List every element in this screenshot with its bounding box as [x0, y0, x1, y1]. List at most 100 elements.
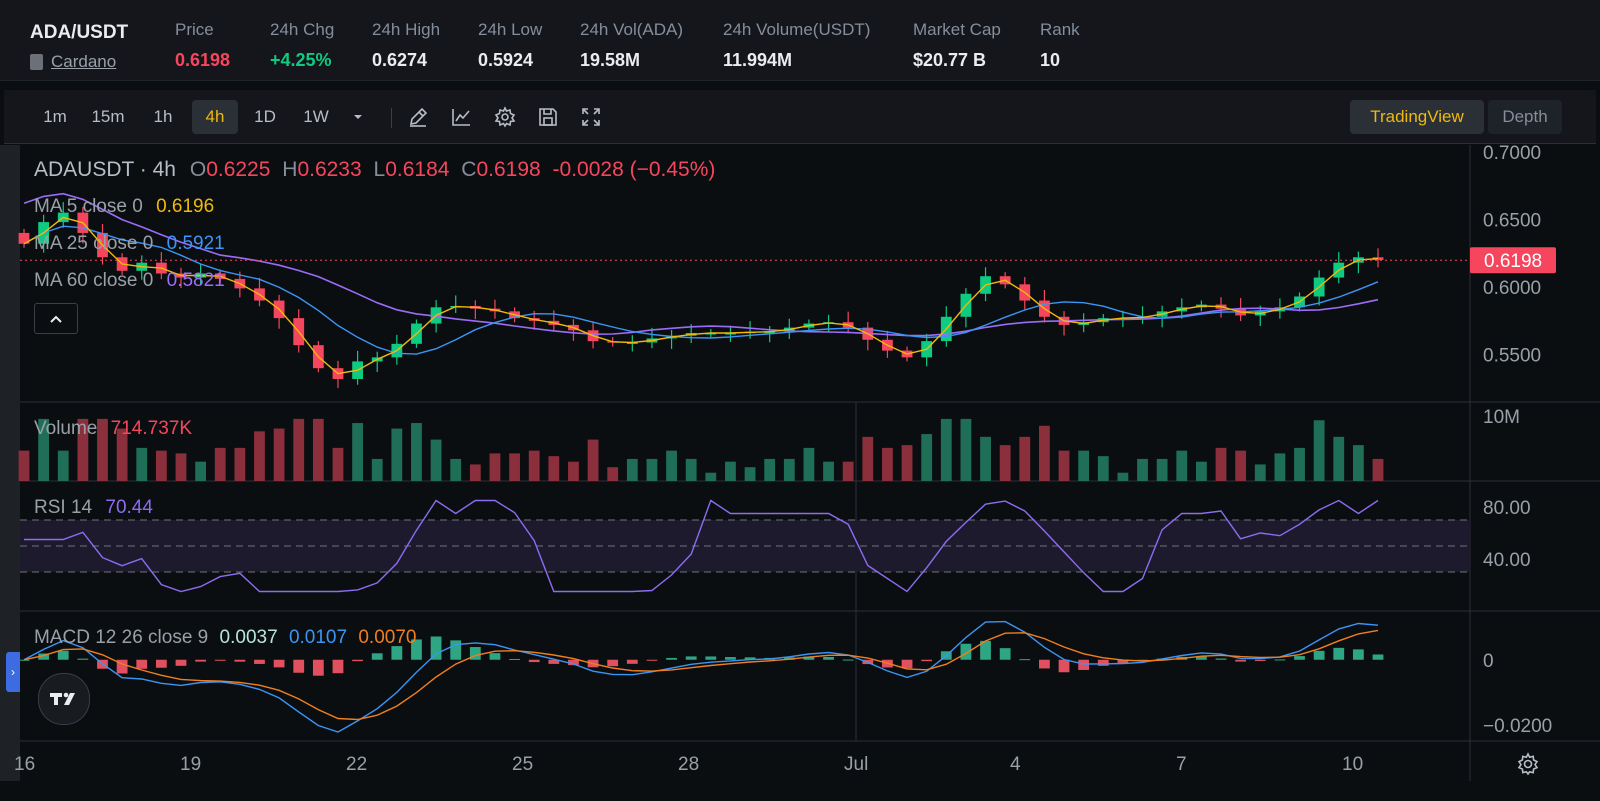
macd-histogram-bar — [430, 636, 442, 660]
volume-bar — [116, 428, 128, 481]
line-chart-icon[interactable] — [447, 103, 475, 131]
document-icon — [30, 54, 43, 70]
settings-gear-icon[interactable] — [491, 103, 519, 131]
ma5-legend: MA 5 close 0 0.6196 — [34, 196, 214, 218]
stat-24h-volume-usdt-: 24h Volume(USDT) 11.994M — [723, 20, 870, 71]
candle-body — [626, 342, 638, 344]
volume-bar — [1372, 458, 1384, 481]
depth-button[interactable]: Depth — [1488, 100, 1562, 134]
stat-price: Price 0.6198 — [175, 20, 230, 71]
price-candles — [18, 202, 1384, 388]
macd-histogram-bar — [548, 659, 560, 664]
interval-15m[interactable]: 15m — [91, 107, 125, 126]
volume-bar — [430, 439, 442, 481]
macd-tick-label: −0.0200 — [1483, 716, 1552, 737]
volume-bar — [195, 461, 207, 481]
tradingview-button[interactable]: TradingView — [1350, 100, 1484, 134]
macd-histogram-bar — [1294, 656, 1305, 660]
candle-body — [764, 331, 776, 334]
left-sidebar — [0, 145, 20, 781]
current-price-badge — [1470, 247, 1556, 274]
volume-bar — [391, 428, 403, 481]
stat-label: 24h Low — [478, 20, 543, 39]
chevron-up-icon — [50, 315, 62, 323]
stat-value: 10 — [1040, 50, 1061, 70]
macd-histogram-bar — [646, 659, 658, 661]
interval-1w[interactable]: 1W — [303, 107, 329, 126]
macd-histogram-bar — [175, 659, 187, 666]
macd-histogram-bar — [450, 640, 462, 660]
stat-rank: Rank 10 — [1040, 20, 1080, 71]
price-tick-label: 0.7000 — [1483, 143, 1541, 164]
interval-4h[interactable]: 4h — [192, 100, 238, 134]
tradingview-logo[interactable] — [38, 673, 90, 725]
volume-bar — [489, 453, 501, 481]
volume-value: 714.737K — [110, 418, 193, 439]
volume-bar — [312, 418, 324, 481]
rsi-value: 70.44 — [105, 497, 153, 518]
fullscreen-icon[interactable] — [577, 103, 605, 131]
ma60-label: MA 60 close 0 — [34, 270, 154, 291]
macd-histogram-bar — [607, 659, 619, 667]
volume-bar — [1019, 436, 1031, 481]
macd-histogram-bar — [528, 659, 540, 663]
volume-bar — [352, 423, 363, 481]
interval-1m[interactable]: 1m — [43, 107, 67, 126]
volume-bar — [38, 418, 50, 481]
macd-histogram-bar — [489, 653, 501, 660]
volume-bar — [273, 428, 285, 481]
interval-1h[interactable]: 1h — [153, 107, 173, 126]
macd-histogram-bar — [999, 648, 1011, 660]
volume-bar — [548, 456, 560, 481]
macd-histogram-bar — [293, 659, 305, 673]
ma25-legend: MA 25 close 0 0.5921 — [34, 233, 225, 255]
candle-body — [18, 232, 30, 244]
volume-bar — [587, 439, 599, 481]
stat-24h-low: 24h Low 0.5924 — [478, 20, 542, 71]
macd-histogram-bar — [666, 657, 677, 660]
volume-bar — [646, 458, 658, 481]
ma60-value: 0.5821 — [166, 270, 225, 291]
tradingview-logo-icon — [50, 692, 75, 705]
close-label: C — [461, 158, 477, 181]
pencil-icon[interactable] — [404, 103, 432, 131]
volume-bar — [823, 461, 834, 481]
macd-legend: MACD 12 26 close 9 0.0037 0.0107 0.0070 — [34, 627, 416, 649]
volume-bar — [842, 461, 854, 481]
stat-value: +4.25% — [270, 50, 332, 70]
expand-panel-tab[interactable]: › — [6, 652, 20, 692]
save-icon[interactable] — [534, 103, 562, 131]
volume-bar — [234, 447, 246, 481]
coin-info: Cardano — [30, 52, 116, 72]
volume-bar — [18, 450, 30, 481]
volume-bar — [1058, 450, 1070, 481]
macd-histogram-bar — [1352, 649, 1364, 660]
chevron-down-icon[interactable] — [344, 103, 372, 131]
coin-link[interactable]: Cardano — [51, 52, 117, 71]
collapse-legend-button[interactable] — [34, 303, 78, 334]
macd-histogram-bar — [1039, 659, 1050, 669]
interval-1d[interactable]: 1D — [254, 107, 276, 126]
pair-title[interactable]: ADA/USDT — [30, 22, 129, 43]
volume-bar — [1215, 447, 1227, 481]
price-legend: ADAUSDT · 4h O0.6225 H0.6233 L0.6184 C0.… — [34, 158, 715, 182]
date-tick-label: 19 — [180, 754, 201, 775]
stat-label: 24h Vol(ADA) — [580, 20, 683, 39]
date-tick-label: 25 — [512, 754, 533, 775]
volume-bar — [862, 436, 874, 481]
volume-bar — [155, 450, 167, 481]
volume-bar — [901, 445, 913, 481]
volume-label: Volume — [34, 418, 98, 439]
volume-bar — [1313, 420, 1325, 481]
macd-histogram-bar — [195, 659, 207, 662]
ticker-header: ADA/USDT Cardano Price 0.6198 24h Chg +4.25… — [0, 0, 1600, 81]
macd-histogram-bar — [352, 659, 363, 662]
volume-bar — [528, 450, 540, 481]
macd-tick-label: 0 — [1483, 651, 1494, 672]
chart-settings-button[interactable] — [1514, 750, 1542, 778]
macd-histogram-bar — [273, 659, 285, 668]
rsi-legend: RSI 14 70.44 — [34, 497, 153, 519]
volume-bar — [293, 418, 305, 481]
current-price-label: 0.6198 — [1484, 251, 1542, 272]
